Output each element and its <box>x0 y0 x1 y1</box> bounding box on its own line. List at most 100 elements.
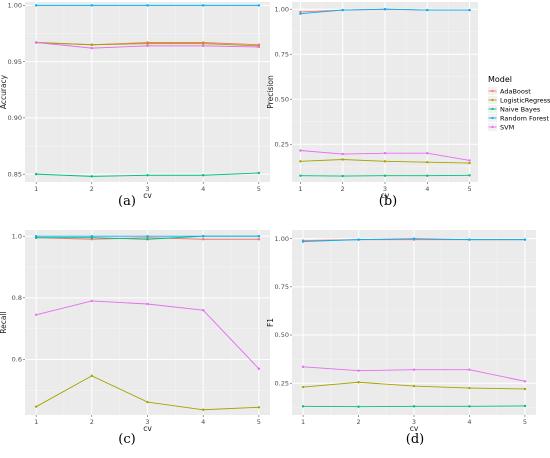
x-tick-label: 4 <box>201 185 205 193</box>
data-point <box>426 152 429 155</box>
x-tick-label: 5 <box>257 185 261 193</box>
y-tick-label: 0.50 <box>275 331 289 339</box>
legend-items: AdaBoostLogisticRegressionNaive BayesRan… <box>488 87 550 131</box>
data-point <box>523 387 527 391</box>
data-point <box>299 160 302 163</box>
x-tick-label: 3 <box>383 185 387 193</box>
panel-a: 1 2 3 4 5 0.85 0.90 0.95 1.00 cv Accuracy (a) <box>0 2 270 209</box>
legend-item-logisticregression: LogisticRegression <box>488 96 550 104</box>
data-point <box>34 313 38 316</box>
x-axis-label: cv <box>410 424 419 433</box>
legend-title: Model <box>488 75 512 84</box>
x-tick-label: 2 <box>90 185 94 193</box>
y-tick-label: 1.0 <box>12 232 22 240</box>
data-point <box>90 43 94 46</box>
data-point <box>341 174 344 178</box>
data-point <box>146 234 149 238</box>
x-tick-label: 1 <box>34 418 38 426</box>
x-tick-label: 1 <box>34 185 38 193</box>
data-point <box>34 4 38 7</box>
y-axis-label: Accuracy <box>0 74 8 109</box>
data-point <box>201 234 205 238</box>
x-tick-label: 4 <box>425 185 429 193</box>
y-tick-label: 0.6 <box>12 356 22 364</box>
data-point <box>201 408 205 411</box>
data-point <box>301 385 305 389</box>
data-point <box>299 10 302 14</box>
panel-b: 1 2 3 4 5 0.25 0.50 0.75 1.00 cv Precision (b) <box>266 2 478 209</box>
data-point <box>90 299 94 303</box>
x-tick-label: 3 <box>145 418 149 426</box>
data-point <box>257 367 261 370</box>
x-axis-label: cv <box>143 191 152 200</box>
legend-label: SVM <box>500 123 514 131</box>
y-axis-label: F1 <box>266 318 275 327</box>
data-point <box>468 174 471 177</box>
data-point <box>468 368 471 371</box>
legend-key-point <box>491 107 494 111</box>
data-point <box>299 12 302 15</box>
y-tick-label: 1.00 <box>275 235 289 243</box>
panel-caption: (a) <box>118 194 136 209</box>
data-point <box>299 174 302 177</box>
legend-label: AdaBoost <box>500 87 531 95</box>
data-point <box>468 8 471 12</box>
data-point <box>426 161 429 164</box>
data-point <box>257 234 261 238</box>
legend-label: Naive Bayes <box>500 105 541 113</box>
data-point <box>383 174 387 177</box>
data-point <box>468 161 471 165</box>
x-tick-label: 2 <box>341 185 345 193</box>
data-point <box>523 380 527 383</box>
data-point <box>412 384 416 388</box>
x-tick-label: 5 <box>467 185 471 193</box>
data-point <box>383 160 387 163</box>
data-point <box>201 308 205 312</box>
data-point <box>341 8 344 12</box>
x-tick-label: 4 <box>467 418 471 426</box>
data-point <box>341 152 344 156</box>
data-point <box>341 158 344 161</box>
x-tick-label: 1 <box>298 185 302 193</box>
x-tick-label: 2 <box>90 418 94 426</box>
data-point <box>523 404 527 408</box>
y-tick-label: 0.50 <box>275 95 289 103</box>
legend-item-adaboost: AdaBoost <box>488 87 531 95</box>
data-point <box>146 44 149 48</box>
y-tick-label: 1.00 <box>8 2 22 10</box>
data-point <box>90 374 94 378</box>
panel-c: 1 2 3 4 5 0.6 0.8 1.0 cv Recall (c) <box>0 230 270 447</box>
data-point <box>301 405 305 408</box>
y-tick-label: 0.85 <box>8 170 22 178</box>
data-point <box>90 46 94 50</box>
y-tick-label: 0.75 <box>275 50 289 58</box>
data-point <box>90 4 94 7</box>
y-tick-label: 0.90 <box>8 114 22 122</box>
legend-label: LogisticRegression <box>500 96 550 104</box>
data-point <box>34 41 38 44</box>
x-tick-label: 3 <box>145 185 149 193</box>
data-point <box>383 8 387 11</box>
y-tick-label: 0.25 <box>275 379 289 387</box>
x-tick-label: 4 <box>201 418 205 426</box>
data-point <box>146 302 149 306</box>
data-point <box>146 42 149 45</box>
y-tick-label: 0.8 <box>12 294 22 302</box>
data-point <box>146 400 149 404</box>
x-tick-label: 5 <box>257 418 261 426</box>
data-point <box>201 174 205 177</box>
data-point <box>257 45 261 49</box>
data-point <box>34 172 38 176</box>
data-point <box>412 405 416 408</box>
y-tick-label: 0.95 <box>8 58 22 66</box>
legend-key-point <box>491 89 494 93</box>
legend-item-random-forest: Random Forest <box>488 114 549 122</box>
data-point <box>468 405 471 408</box>
data-point <box>257 406 261 409</box>
x-tick-label: 1 <box>301 418 305 426</box>
x-axis-label: cv <box>381 191 390 200</box>
data-point <box>468 238 471 241</box>
data-point <box>383 152 387 155</box>
data-point <box>146 4 149 7</box>
